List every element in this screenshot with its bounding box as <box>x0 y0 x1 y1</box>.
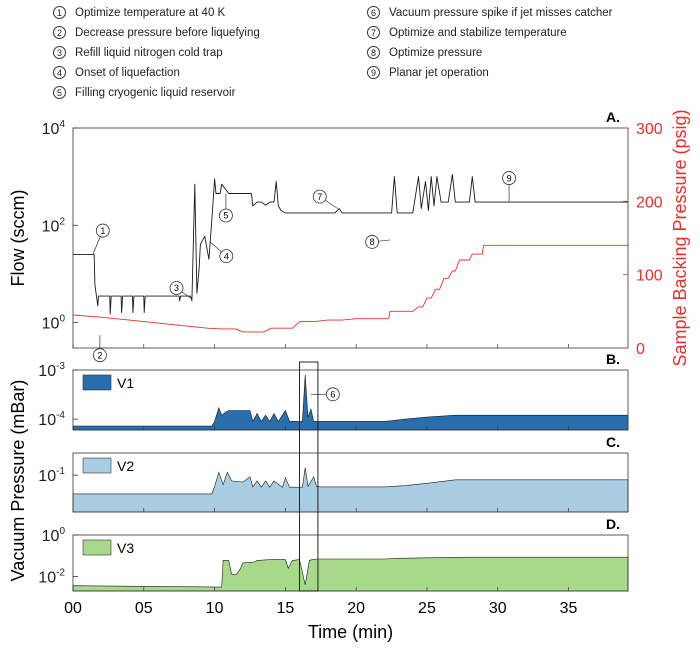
legend-item-8: 8 Optimize pressure <box>367 46 482 59</box>
panel-c-label: C. <box>606 434 620 450</box>
xtick-label-0: 00 <box>64 600 82 617</box>
highlight-box <box>299 361 319 592</box>
annotation-1-number: 1 <box>100 226 105 236</box>
xtick-label-1: 05 <box>135 600 153 617</box>
legend-number-4: 4 <box>53 66 66 79</box>
panel-c-area <box>72 467 629 513</box>
annotation-7-marker <box>312 189 327 204</box>
annotation-4-marker <box>219 249 234 264</box>
legend-number-7: 7 <box>367 26 380 39</box>
annotation-3-number: 3 <box>174 283 179 293</box>
annotation-8-marker <box>365 235 380 249</box>
vacuum-ylabel: Vacuum Pressure (mBar) <box>8 380 28 582</box>
annotation-2-marker <box>93 348 107 363</box>
panel-a-frame <box>72 127 629 349</box>
legend-number-9: 9 <box>367 66 380 79</box>
annotation-6-marker <box>325 387 340 402</box>
panel-d-frame <box>72 534 629 592</box>
legend-number-6: 6 <box>367 6 380 19</box>
legend-item-7: 7 Optimize and stabilize temperature <box>367 26 567 39</box>
annotation-3-marker <box>169 281 184 295</box>
x-axis-label: Time (min) <box>308 622 393 642</box>
panel-a-y2label: Sample Backing Pressure (psig) <box>670 109 690 366</box>
legend-item-3: 3 Refill liquid nitrogen cold trap <box>53 46 223 59</box>
legend-number-3: 3 <box>53 46 66 59</box>
legend-text-7: Optimize and stabilize temperature <box>389 26 567 39</box>
panel-b-ytick-label-1: 10-3 <box>38 361 65 380</box>
legend-number-1: 1 <box>53 6 66 19</box>
panel-d-label: D. <box>606 516 620 532</box>
xtick-label-4: 20 <box>347 600 365 617</box>
annotation-5-marker <box>219 208 233 223</box>
legend-text-9: Planar jet operation <box>389 66 489 79</box>
annotation-4-number: 4 <box>224 251 229 261</box>
xtick-label-7: 35 <box>560 600 578 617</box>
panel-a-series-pressure-line <box>72 244 628 333</box>
panel-d-ytick-label-0: 10-2 <box>38 567 65 586</box>
legend-number-5: 5 <box>53 86 66 99</box>
annotation-9-marker <box>502 171 516 185</box>
panel-a-series-flow-line <box>73 174 628 315</box>
panel-d-legend-swatch <box>82 539 112 556</box>
panel-b-legend-label: V1 <box>117 375 134 391</box>
legend-number-2: 2 <box>53 26 66 39</box>
panel-a-ytick-label-2: 104 <box>42 119 66 138</box>
legend-item-9: 9 Planar jet operation <box>367 66 489 79</box>
annotation-2-number: 2 <box>97 350 102 360</box>
panel-a-ytick-label-0: 100 <box>42 314 66 333</box>
legend-text-3: Refill liquid nitrogen cold trap <box>75 46 223 59</box>
legend-item-2: 2 Decrease pressure before liquefying <box>53 26 260 39</box>
figure-legend: 1 Optimize temperature at 40 K 2 Decreas… <box>0 0 700 110</box>
annotation-8-number: 8 <box>370 237 375 247</box>
panel-a-ylabel: Flow (sccm) <box>8 190 28 287</box>
panel-a-y2tick-label-2: 200 <box>636 194 663 211</box>
panel-a-ytick-label-1: 102 <box>42 216 66 235</box>
xtick-label-3: 15 <box>276 600 294 617</box>
panel-a-y2tick-label-3: 300 <box>636 121 663 138</box>
legend-text-4: Onset of liquefaction <box>75 66 180 79</box>
legend-item-1: 1 Optimize temperature at 40 K <box>53 6 225 19</box>
legend-text-5: Filling cryogenic liquid reservoir <box>75 86 236 99</box>
legend-item-5: 5 Filling cryogenic liquid reservoir <box>53 86 235 99</box>
legend-text-1: Optimize temperature at 40 K <box>75 6 226 19</box>
panel-b-label: B. <box>606 351 620 367</box>
panel-a-y2tick-label-0: 0 <box>636 341 645 358</box>
annotation-6-number: 6 <box>330 390 335 400</box>
xtick-label-5: 25 <box>418 600 436 617</box>
xtick-label-2: 10 <box>206 600 224 617</box>
panel-b-frame <box>72 369 629 431</box>
annotation-9-number: 9 <box>507 173 512 183</box>
panel-c-legend-label: V2 <box>117 458 134 474</box>
panel-c-frame <box>72 452 629 513</box>
legend-text-2: Decrease pressure before liquefying <box>75 26 260 39</box>
panel-c-ytick-label-0: 10-1 <box>38 466 65 485</box>
panel-a-y2tick-label-1: 100 <box>636 268 663 285</box>
legend-text-8: Optimize pressure <box>389 46 483 59</box>
annotation-5-number: 5 <box>223 211 228 221</box>
panel-d-legend-label: V3 <box>117 540 134 556</box>
panel-c-legend-swatch <box>82 457 112 474</box>
panel-d-ytick-label-1: 100 <box>42 526 66 545</box>
annotation-1-marker <box>95 223 110 238</box>
annotation-7-number: 7 <box>317 192 322 202</box>
legend-text-6: Vacuum pressure spike if jet misses catc… <box>389 6 613 19</box>
xtick-label-6: 30 <box>489 600 507 617</box>
panel-b-legend-swatch <box>82 374 112 391</box>
legend-item-6: 6 Vacuum pressure spike if jet misses ca… <box>367 6 612 19</box>
panel-a-label: A. <box>606 109 620 125</box>
panel-d-area <box>72 556 629 592</box>
legend-number-8: 8 <box>367 46 380 59</box>
legend-item-4: 4 Onset of liquefaction <box>53 66 180 79</box>
panel-b-area <box>72 374 629 431</box>
panel-b-ytick-label-0: 10-4 <box>38 410 65 429</box>
